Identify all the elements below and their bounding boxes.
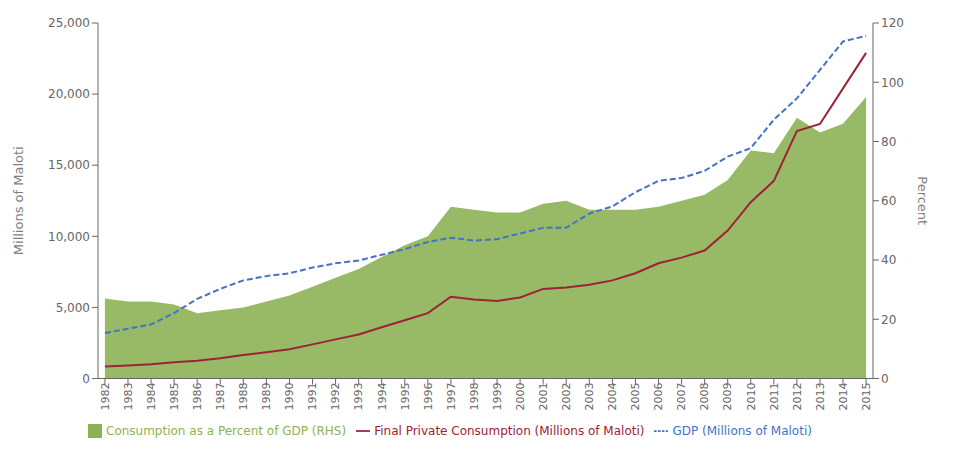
svg-text:2000: 2000 <box>514 383 527 411</box>
svg-text:Percent: Percent <box>915 176 930 225</box>
svg-text:2012: 2012 <box>791 383 804 411</box>
svg-text:1997: 1997 <box>445 383 458 411</box>
svg-text:2001: 2001 <box>537 383 550 411</box>
svg-text:1982: 1982 <box>99 383 112 411</box>
svg-text:2003: 2003 <box>583 383 596 411</box>
html-text:Consumption as a Percent of GD: Consumption as a Percent of GDP (RHS) <box>106 423 347 438</box>
svg-text:2007: 2007 <box>675 383 688 411</box>
svg-text:80: 80 <box>881 135 896 149</box>
svg-text:2010: 2010 <box>745 383 758 411</box>
svg-text:1990: 1990 <box>283 383 296 411</box>
svg-text:1984: 1984 <box>145 383 158 411</box>
svg-text:1999: 1999 <box>491 382 504 410</box>
svg-text:2008: 2008 <box>698 383 711 411</box>
svg-text:1992: 1992 <box>329 383 342 411</box>
svg-text:15,000: 15,000 <box>48 158 90 172</box>
svg-text:2005: 2005 <box>629 383 642 411</box>
html-text:GDP (Millions of Maloti): GDP (Millions of Maloti) <box>672 423 812 438</box>
html-text:Final Private Consumption (Mil: Final Private Consumption (Millions of M… <box>374 423 645 438</box>
svg-text:2014: 2014 <box>837 383 850 411</box>
svg-text:1994: 1994 <box>376 383 389 411</box>
svg-text:1998: 1998 <box>468 383 481 411</box>
svg-text:25,000: 25,000 <box>48 16 90 30</box>
svg-text:20: 20 <box>881 313 896 327</box>
svg-text:1983: 1983 <box>122 383 135 411</box>
svg-text:1991: 1991 <box>306 383 319 411</box>
svg-text:120: 120 <box>881 16 904 30</box>
svg-text:1987: 1987 <box>214 383 227 411</box>
svg-text:1988: 1988 <box>237 383 250 411</box>
svg-text:2002: 2002 <box>560 383 573 411</box>
svg-text:Millions of Maloti: Millions of Maloti <box>11 146 26 255</box>
svg-text:2011: 2011 <box>768 383 781 411</box>
svg-text:2009: 2009 <box>721 383 734 411</box>
svg-text:0: 0 <box>881 372 889 386</box>
svg-text:60: 60 <box>881 194 896 208</box>
svg-text:1989: 1989 <box>260 383 273 411</box>
svg-text:10,000: 10,000 <box>48 230 90 244</box>
svg-text:100: 100 <box>881 76 904 90</box>
svg-text:2015: 2015 <box>860 383 873 411</box>
svg-text:20,000: 20,000 <box>48 87 90 101</box>
svg-text:2006: 2006 <box>652 383 665 411</box>
svg-text:1995: 1995 <box>399 383 412 411</box>
svg-text:1985: 1985 <box>168 383 181 411</box>
svg-text:1986: 1986 <box>191 383 204 411</box>
svg-text:0: 0 <box>82 372 90 386</box>
svg-text:2013: 2013 <box>814 383 827 411</box>
svg-text:1996: 1996 <box>422 383 435 411</box>
svg-text:40: 40 <box>881 253 896 267</box>
svg-text:5,000: 5,000 <box>56 301 90 315</box>
svg-text:1993: 1993 <box>352 383 365 411</box>
svg-text:2004: 2004 <box>606 383 619 411</box>
